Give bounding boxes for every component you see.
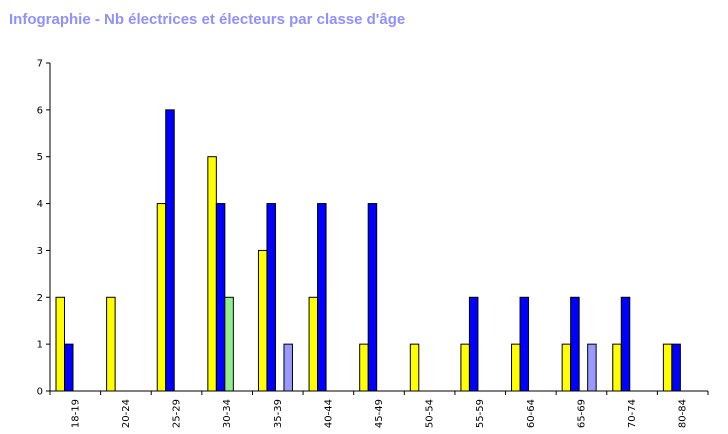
chart-title: Infographie - Nb électrices et électeurs… [9,11,406,28]
y-tick-label: 0 [37,387,43,398]
bar [64,343,74,392]
bar [207,156,217,392]
bar [257,249,268,392]
y-tick-label: 6 [37,105,43,116]
bar [460,343,470,392]
chart-tick-labels: 0 1 2 3 4 5 6 7 18-19 20-24 25-29 30-34 35-39 40-44 45… [37,59,689,429]
bar [367,203,378,392]
bar [215,203,226,392]
y-tick-label: 5 [37,152,43,163]
chart-bars [55,109,681,392]
y-tick-label: 7 [37,59,43,70]
bar [519,296,530,392]
bar [317,203,327,392]
bar [612,343,622,392]
x-tick-label: 20-24 [121,399,132,428]
bar [55,296,65,392]
chart-axes [46,62,709,395]
y-tick-label: 4 [37,199,43,210]
x-tick-label: 50-54 [425,399,436,428]
bar [266,203,276,392]
bar [620,296,631,392]
bar [468,296,479,392]
bar [561,343,572,392]
bar [106,296,116,392]
bar [308,296,319,392]
bar [662,343,673,392]
bar [587,343,597,392]
bar [359,343,369,392]
bar [409,343,420,392]
bar [156,203,167,392]
x-tick-label: 18-19 [70,399,81,428]
x-tick-label: 35-39 [273,399,284,428]
bar [511,343,521,392]
x-tick-label: 30-34 [222,399,233,428]
x-tick-label: 70-74 [627,399,638,428]
bar [165,109,175,392]
y-tick-label: 1 [37,340,43,351]
x-tick-label: 25-29 [172,399,183,428]
x-tick-label: 65-69 [576,399,587,428]
y-tick-label: 2 [37,293,43,304]
bar [283,343,293,392]
x-tick-label: 80-84 [678,399,689,428]
x-tick-label: 55-59 [475,399,486,428]
bar [671,343,681,392]
x-tick-label: 40-44 [323,399,334,428]
bar [224,296,234,392]
y-tick-label: 3 [37,246,43,257]
bar [570,296,580,392]
x-tick-label: 45-49 [374,399,385,428]
x-tick-label: 60-64 [526,399,537,428]
